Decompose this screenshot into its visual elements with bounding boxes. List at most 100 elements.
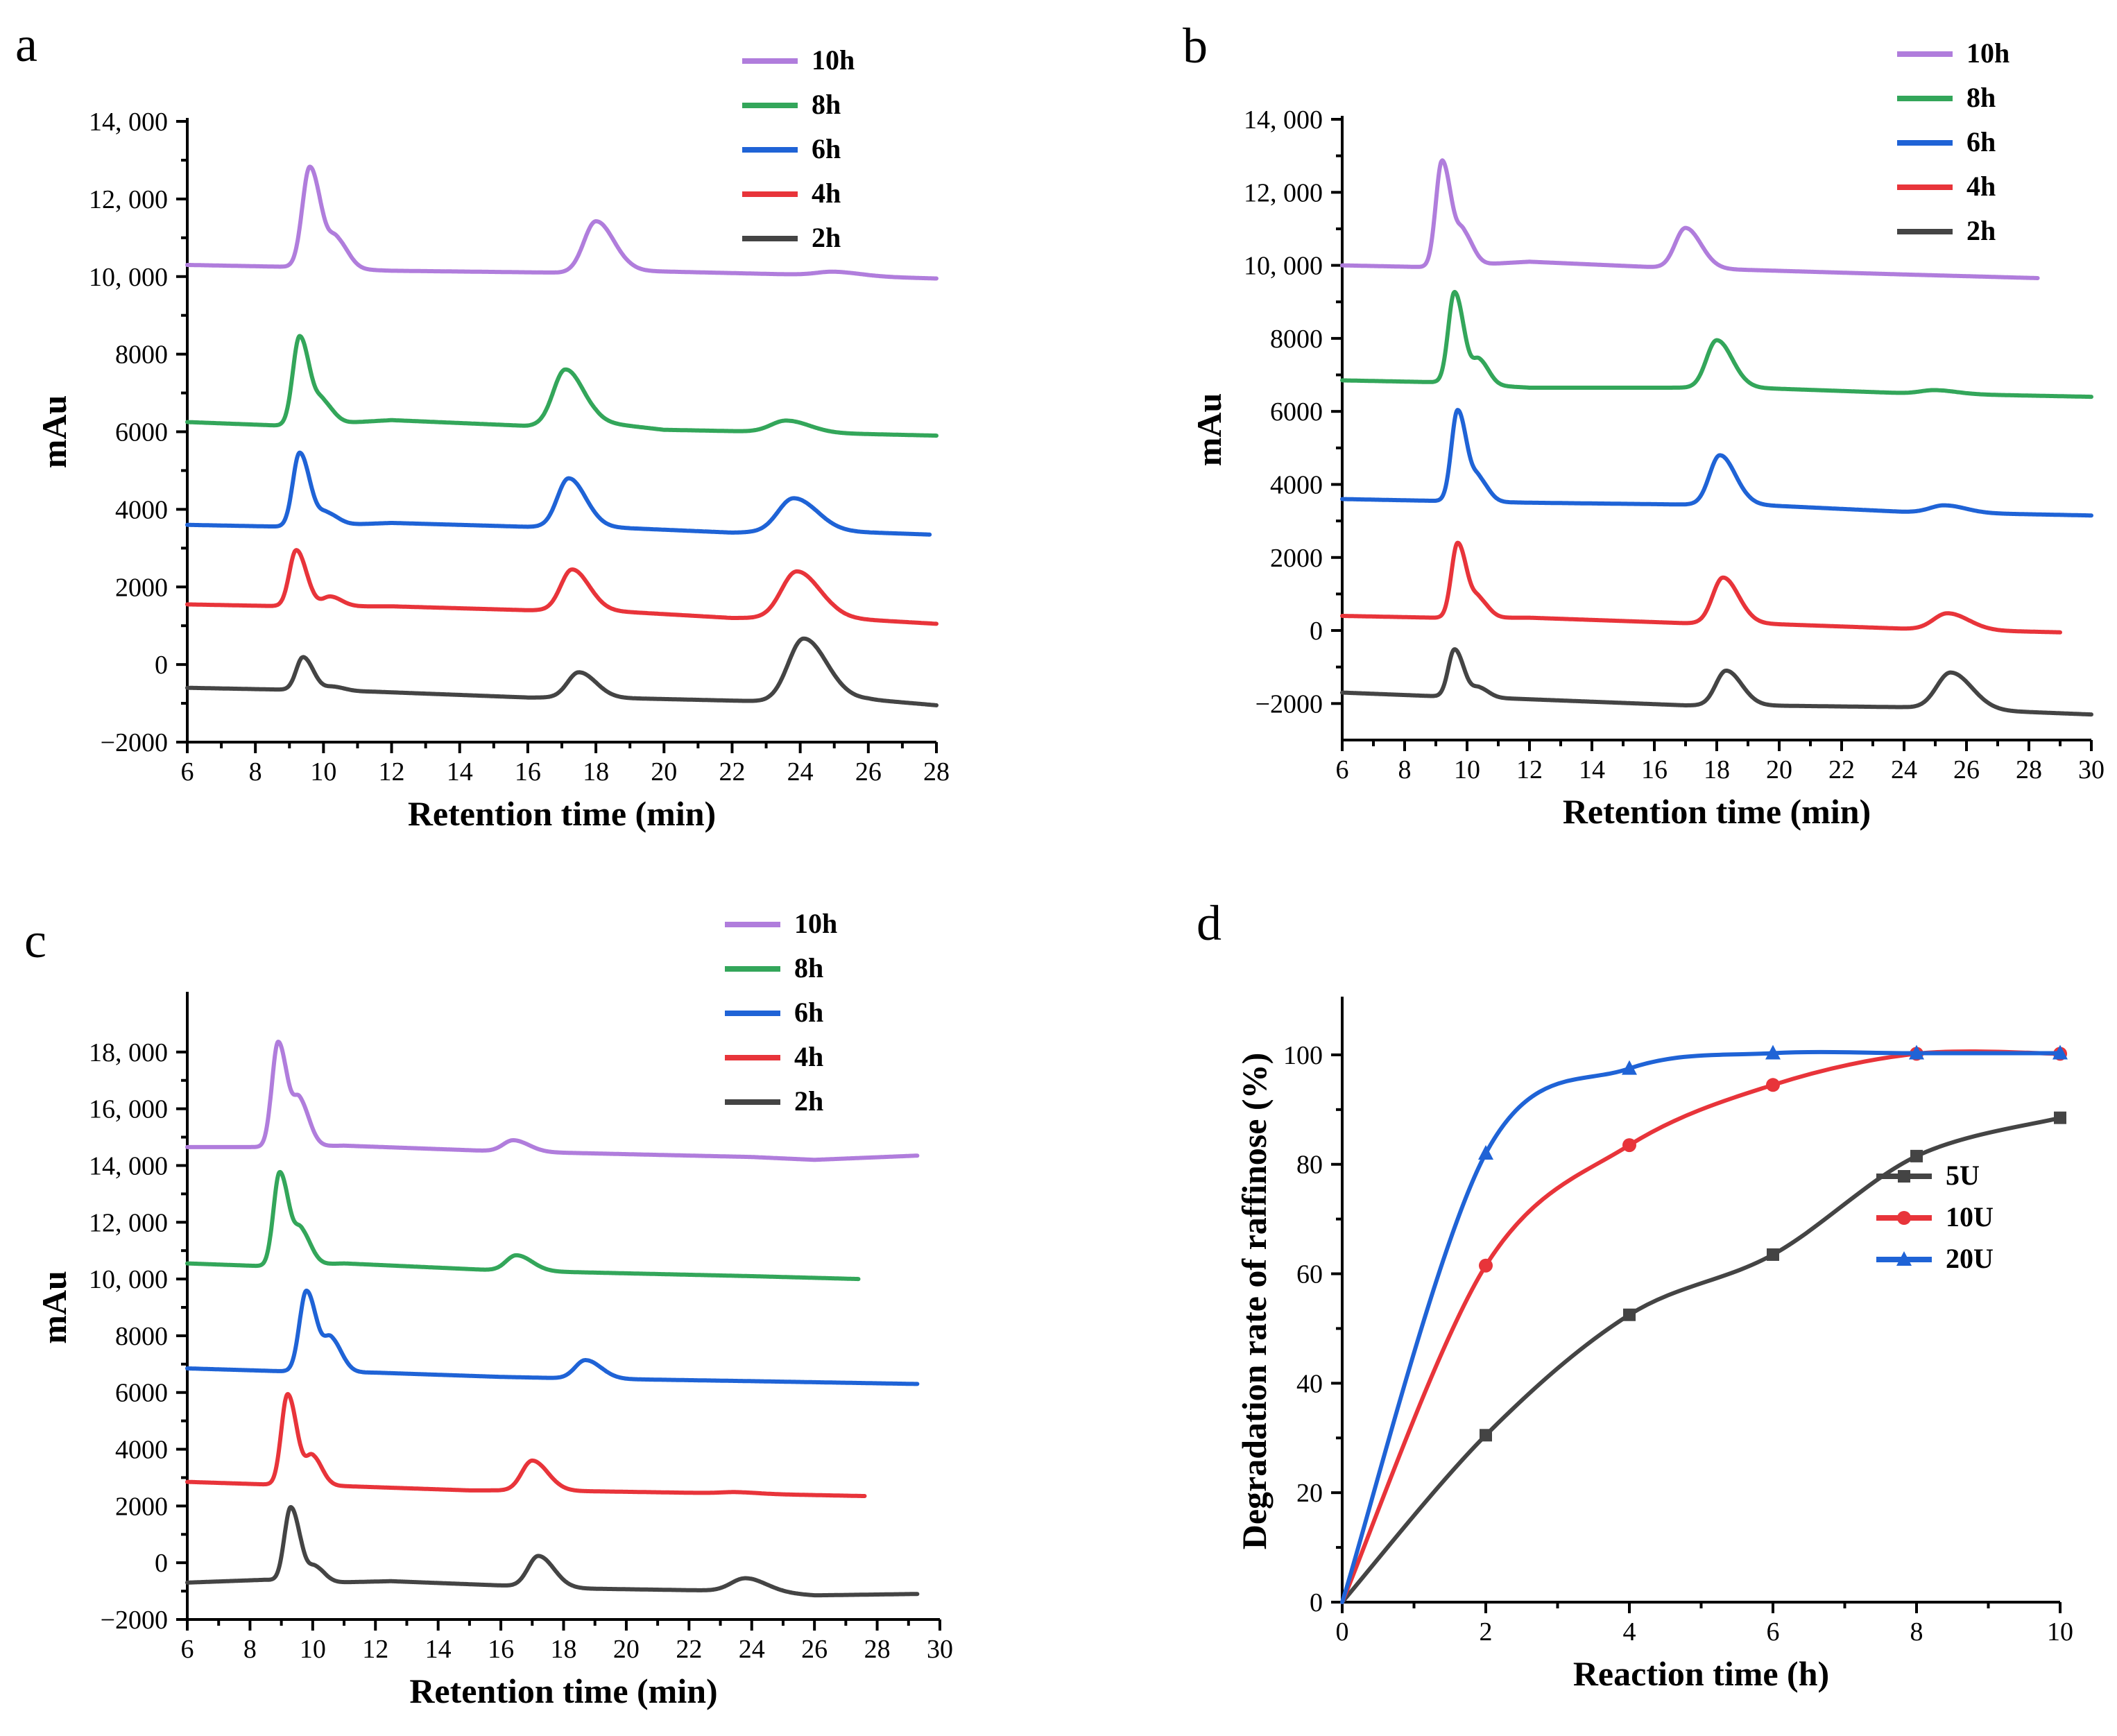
panel-d-y-tick-label: 80 [1296, 1151, 1323, 1180]
panel-c-legend-label-6h: 6h [794, 997, 823, 1028]
panel-b-legend-label-6h: 6h [1966, 126, 1996, 157]
panel-b-x-tick-label: 24 [1891, 755, 1917, 784]
panel-a-legend-label-8h: 8h [812, 89, 841, 120]
panel-c-y-tick-label: 16, 000 [89, 1095, 168, 1124]
panel-b-y-axis-title: mAu [1190, 393, 1228, 467]
panel-d-x-tick-label: 6 [1767, 1617, 1780, 1647]
panel-d-legend-marker-10U [1897, 1211, 1911, 1225]
panel-c-x-tick-label: 30 [927, 1635, 953, 1664]
panel-d-y-tick-label: 20 [1296, 1479, 1323, 1508]
panel-a-y-tick-label: 2000 [115, 573, 168, 602]
panel-b-x-tick-label: 28 [2016, 755, 2042, 784]
panel-a-y-tick-label: 12, 000 [89, 185, 168, 214]
panel-b-legend-label-8h: 8h [1966, 82, 1996, 113]
panel-a-y-tick-label: 14, 000 [89, 108, 168, 137]
panel-c-x-tick-label: 22 [676, 1635, 702, 1664]
panel-b-x-tick-label: 18 [1704, 755, 1730, 784]
panel-d-series-10U-point [1766, 1078, 1780, 1092]
panel-a-x-tick-label: 16 [515, 757, 541, 787]
panel-b-y-tick-label: 14, 000 [1244, 105, 1323, 135]
panel-d-series-5U-point [2054, 1111, 2066, 1124]
panel-b-series-8h-line [1340, 289, 2093, 399]
panel-c-x-tick-label: 28 [864, 1635, 891, 1664]
panel-c-label: c [24, 913, 46, 968]
panel-c-y-tick-label: 2000 [115, 1492, 168, 1521]
panel-b-x-tick-label: 10 [1454, 755, 1480, 784]
panel-c-y-tick-label: 14, 000 [89, 1151, 168, 1180]
panel-b-series-10h-line [1340, 158, 2040, 280]
panel-b-legend-label-4h: 4h [1966, 171, 1996, 202]
panel-d-series-20U-point [1909, 1045, 1924, 1060]
panel-a-x-tick-label: 6 [181, 757, 194, 787]
panel-c-series-6h-line [185, 1288, 920, 1386]
panel-c-y-axis-title: mAu [35, 1271, 74, 1344]
panel-b-legend-label-2h: 2h [1966, 215, 1996, 246]
panel-a-x-tick-label: 14 [447, 757, 473, 787]
panel-d-series-20U-point [1765, 1045, 1781, 1060]
panel-c-y-tick-label: 6000 [115, 1379, 168, 1408]
panel-c-y-tick-label: 12, 000 [89, 1208, 168, 1237]
panel-b-x-tick-label: 20 [1766, 755, 1792, 784]
panel-c-y-tick-label: 8000 [115, 1322, 168, 1351]
panel-d-x-tick-label: 2 [1480, 1617, 1493, 1647]
panel-c-series-4h-line [185, 1392, 867, 1498]
panel-c-y-tick-label: 0 [155, 1549, 168, 1578]
panel-c-legend-label-4h: 4h [794, 1041, 823, 1072]
panel-b-y-tick-label: 10, 000 [1244, 252, 1323, 281]
panel-c-y-tick-label: 18, 000 [89, 1038, 168, 1067]
panel-b-x-tick-label: 12 [1516, 755, 1543, 784]
panel-d-legend-label-10U: 10U [1946, 1201, 1994, 1232]
panel-c-x-tick-label: 8 [243, 1635, 257, 1664]
panel-c-x-tick-label: 12 [362, 1635, 388, 1664]
panel-a-x-tick-label: 18 [583, 757, 609, 787]
panel-d-y-tick-label: 40 [1296, 1369, 1323, 1398]
panel-b: b 6 8 10 12 14 16 18 20 22 24 26 28 30 −2000 0 2000 4000 6… [1183, 18, 2105, 831]
panel-b-y-tick-label: 12, 000 [1244, 178, 1323, 207]
panel-b-x-tick-label: 26 [1953, 755, 1980, 784]
panel-b-x-tick-label: 14 [1579, 755, 1605, 784]
panel-a-legend-label-4h: 4h [812, 178, 841, 209]
panel-b-x-tick-label: 8 [1398, 755, 1412, 784]
panel-a-legend: 10h 8h 6h 4h 2h [742, 44, 855, 253]
figure-panels: a6 8 10 12 14 16 18 20 22 24 26 28−2000020004000600… [15, 17, 2105, 1710]
panel-a-x-tick-label: 26 [855, 757, 882, 787]
panel-d-x-tick-label: 10 [2047, 1617, 2073, 1647]
panel-d-legend: 5U 10U 20U [1876, 1160, 1994, 1274]
panel-d-series-5U-point [1623, 1308, 1636, 1321]
panel-d-series-5U-line [1340, 1115, 2062, 1604]
panel-d-series-20U-point [1622, 1060, 1637, 1075]
panel-a-y-tick-label: 4000 [115, 495, 168, 524]
panel-a-y-axis-title: mAu [35, 395, 74, 469]
panel-b-y-tick-label: 0 [1310, 617, 1323, 646]
panel-b-y-tick-label: 2000 [1270, 544, 1323, 573]
panel-b-series-4h-line [1340, 540, 2062, 635]
panel-c-x-tick-label: 18 [551, 1635, 577, 1664]
panel-a-x-tick-label: 12 [379, 757, 405, 787]
panel-c-x-tick-label: 6 [181, 1635, 194, 1664]
panel-a-y-tick-label: 0 [155, 651, 168, 680]
panel-a-y-tick-label: 8000 [115, 341, 168, 370]
panel-a-x-tick-label: 10 [310, 757, 336, 787]
panel-a-x-tick-label: 24 [787, 757, 814, 787]
panel-c-series-10h-line [185, 1040, 920, 1162]
panel-d-y-tick-label: 0 [1310, 1588, 1323, 1617]
panel-c-series-2h-line [185, 1505, 920, 1598]
panel-a-series-2h-line [185, 636, 938, 707]
panel-d-y-tick-label: 60 [1296, 1260, 1323, 1289]
panel-a-series-6h-line [185, 450, 932, 537]
panel-b-x-tick-label: 22 [1828, 755, 1855, 784]
panel-a-x-tick-label: 28 [923, 757, 950, 787]
panel-b-y-tick-label: 8000 [1270, 325, 1323, 354]
panel-c-x-tick-label: 20 [613, 1635, 640, 1664]
panel-d-legend-label-5U: 5U [1946, 1160, 1980, 1191]
panel-a-x-tick-label: 22 [719, 757, 745, 787]
panel-a-y-tick-label: 10, 000 [89, 263, 168, 292]
panel-c-y-tick-label: 10, 000 [89, 1265, 168, 1294]
panel-a-y-tick-label: −2000 [101, 728, 168, 757]
panel-a-legend-label-10h: 10h [812, 44, 855, 76]
panel-b-series-2h-line [1340, 647, 2093, 717]
panel-c-x-tick-label: 10 [300, 1635, 326, 1664]
panel-c-legend-label-2h: 2h [794, 1085, 823, 1117]
